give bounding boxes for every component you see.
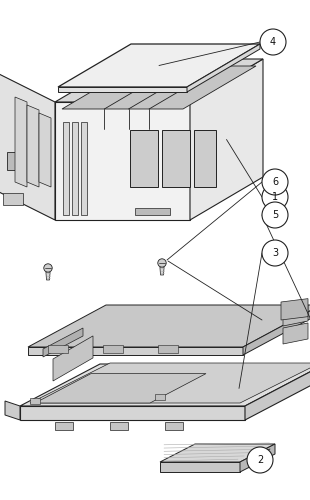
Polygon shape bbox=[72, 122, 78, 215]
Polygon shape bbox=[155, 394, 165, 400]
Polygon shape bbox=[46, 272, 50, 280]
Polygon shape bbox=[187, 44, 260, 92]
Polygon shape bbox=[63, 122, 69, 215]
Text: 4: 4 bbox=[270, 37, 276, 47]
Polygon shape bbox=[130, 130, 158, 187]
Polygon shape bbox=[3, 193, 23, 205]
Polygon shape bbox=[30, 363, 310, 403]
Circle shape bbox=[247, 447, 273, 473]
Polygon shape bbox=[39, 113, 51, 187]
Polygon shape bbox=[55, 102, 190, 220]
Polygon shape bbox=[81, 122, 87, 215]
Polygon shape bbox=[283, 305, 308, 326]
Polygon shape bbox=[243, 305, 310, 355]
Text: 5: 5 bbox=[272, 210, 278, 220]
Polygon shape bbox=[20, 406, 245, 420]
Polygon shape bbox=[160, 267, 164, 275]
Polygon shape bbox=[20, 364, 310, 406]
Polygon shape bbox=[160, 444, 275, 462]
Polygon shape bbox=[58, 87, 187, 92]
Polygon shape bbox=[55, 422, 73, 430]
Polygon shape bbox=[158, 345, 178, 353]
Polygon shape bbox=[35, 374, 206, 403]
Polygon shape bbox=[165, 422, 183, 430]
Polygon shape bbox=[43, 328, 83, 357]
Circle shape bbox=[44, 264, 52, 272]
Circle shape bbox=[262, 184, 288, 210]
Polygon shape bbox=[160, 462, 240, 472]
Polygon shape bbox=[283, 323, 308, 344]
Polygon shape bbox=[7, 152, 27, 170]
Polygon shape bbox=[240, 444, 275, 472]
Text: 1: 1 bbox=[272, 192, 278, 202]
Text: 2: 2 bbox=[257, 455, 263, 465]
Polygon shape bbox=[53, 336, 93, 381]
Circle shape bbox=[158, 259, 166, 267]
Circle shape bbox=[262, 202, 288, 228]
Polygon shape bbox=[5, 401, 20, 420]
Polygon shape bbox=[55, 59, 263, 102]
Polygon shape bbox=[190, 59, 263, 220]
Polygon shape bbox=[58, 44, 260, 87]
Text: 6: 6 bbox=[272, 177, 278, 187]
Polygon shape bbox=[281, 298, 308, 320]
Polygon shape bbox=[194, 130, 216, 187]
Polygon shape bbox=[162, 130, 190, 187]
Polygon shape bbox=[28, 305, 310, 347]
Text: 3: 3 bbox=[272, 248, 278, 258]
Polygon shape bbox=[245, 364, 310, 420]
Circle shape bbox=[262, 240, 288, 266]
Polygon shape bbox=[0, 72, 55, 220]
Polygon shape bbox=[110, 422, 128, 430]
Circle shape bbox=[262, 169, 288, 195]
Polygon shape bbox=[28, 347, 243, 355]
Polygon shape bbox=[48, 345, 68, 353]
Polygon shape bbox=[15, 97, 27, 187]
Polygon shape bbox=[62, 66, 256, 109]
Polygon shape bbox=[135, 208, 170, 215]
Polygon shape bbox=[27, 105, 39, 187]
Circle shape bbox=[260, 29, 286, 55]
Polygon shape bbox=[30, 398, 40, 404]
Polygon shape bbox=[103, 345, 123, 353]
